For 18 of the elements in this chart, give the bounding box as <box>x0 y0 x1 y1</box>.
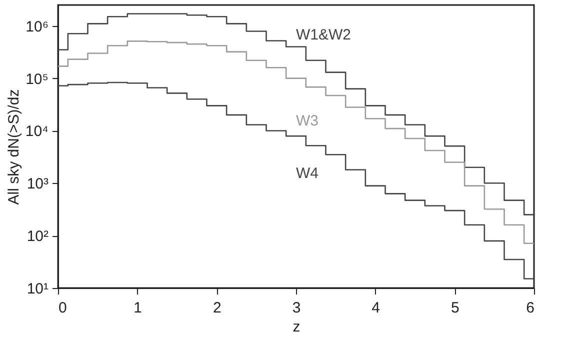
series-label: W1&W2 <box>296 26 352 44</box>
x-tick-label: 1 <box>134 300 142 316</box>
y-tick-label: 10⁶ <box>26 18 48 36</box>
x-tick-label: 2 <box>212 300 222 316</box>
y-axis-title: All sky dN(>S)/dz <box>5 89 22 205</box>
series-label: W4 <box>296 165 318 182</box>
y-tick-label: 10⁵ <box>26 70 48 88</box>
y-tick-label: 10⁴ <box>25 123 48 140</box>
series-label: W3 <box>296 112 318 130</box>
y-tick-label: 10² <box>26 228 48 246</box>
y-tick-label: 10³ <box>26 176 48 193</box>
x-axis-title: z <box>292 318 300 336</box>
x-tick-label: 6 <box>526 300 534 316</box>
y-tick-label: 10¹ <box>26 280 48 298</box>
x-tick-label: 5 <box>450 300 460 316</box>
x-tick-label: 4 <box>372 300 380 316</box>
x-tick-label: 3 <box>292 300 301 316</box>
x-tick-label: 0 <box>58 300 67 316</box>
